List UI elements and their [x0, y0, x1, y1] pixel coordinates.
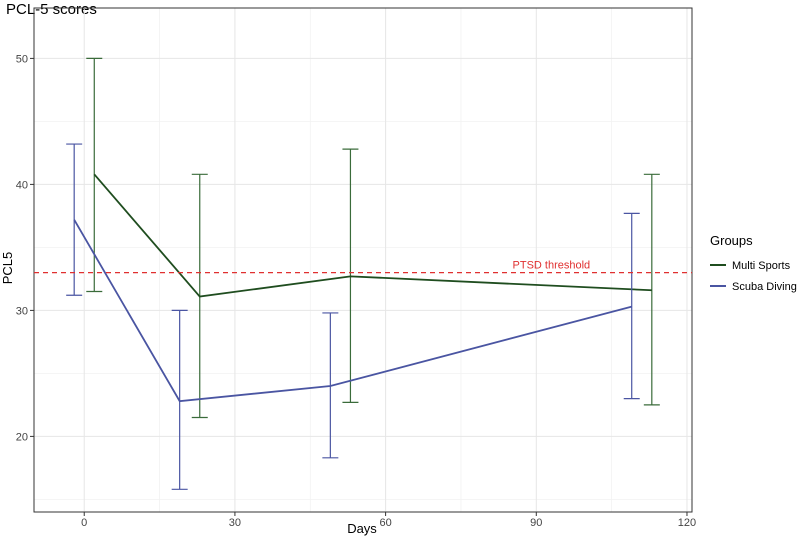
y-tick-label: 20 — [16, 431, 28, 443]
x-tick-label: 0 — [81, 517, 87, 529]
x-axis-label: Days — [347, 521, 377, 536]
x-tick-label: 60 — [379, 517, 391, 529]
y-axis-label: PCL5 — [0, 252, 15, 285]
plot-panel: 0 30 60 90 120 20 30 40 50 PTSD threshold — [16, 7, 696, 529]
y-tick-label: 30 — [16, 305, 28, 317]
threshold-label: PTSD threshold — [513, 260, 591, 272]
y-tick-label: 40 — [16, 179, 28, 191]
series-line-multi-sports — [93, 173, 652, 298]
x-tick-label: 90 — [530, 517, 542, 529]
x-tick-label: 120 — [678, 517, 696, 529]
y-tick-label: 50 — [16, 53, 28, 65]
legend-title: Groups — [710, 233, 753, 248]
legend: Groups Multi Sports Scuba Diving — [710, 233, 797, 293]
chart-title: PCL-5 scores — [6, 1, 97, 18]
legend-entry-multi-sports: Multi Sports — [732, 260, 791, 272]
x-tick-label: 30 — [229, 517, 241, 529]
legend-entry-scuba-diving: Scuba Diving — [732, 281, 797, 293]
series-line-scuba-diving — [73, 219, 632, 403]
panel-border — [33, 7, 693, 513]
